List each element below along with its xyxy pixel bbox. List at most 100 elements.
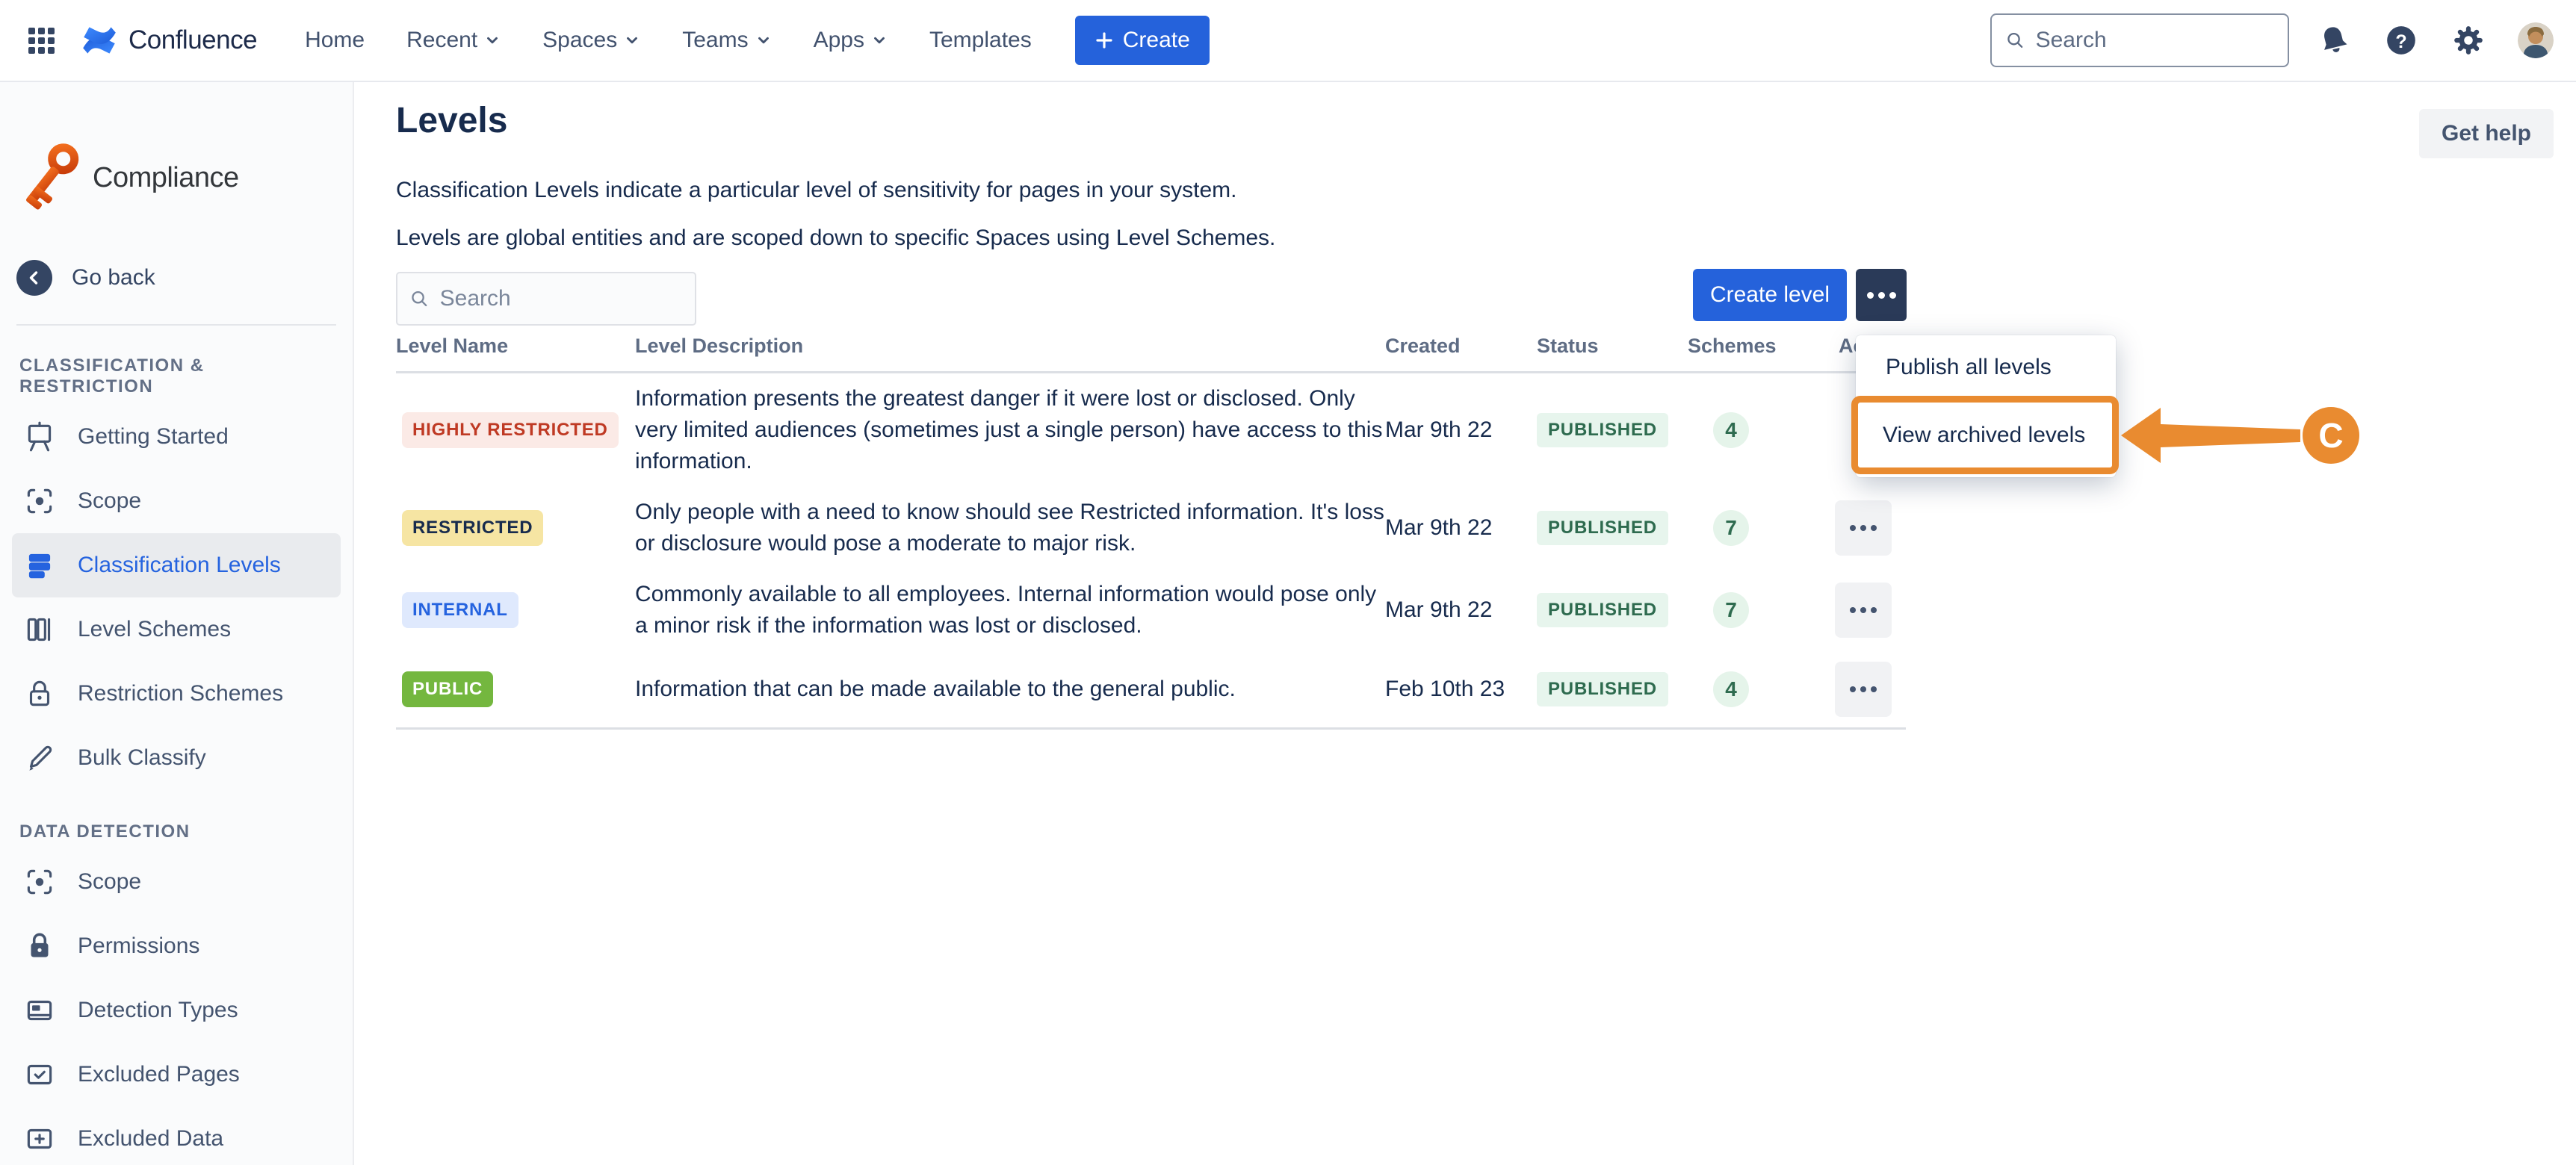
- sidebar-item-permissions[interactable]: Permissions: [12, 914, 341, 978]
- section-title-classification: CLASSIFICATION & RESTRICTION: [19, 355, 205, 397]
- primary-nav: Home Recent Spaces Teams Apps Templates: [305, 28, 1032, 53]
- lock-outline-icon: [22, 677, 57, 711]
- sidebar-item-dd-scope[interactable]: Scope: [12, 850, 341, 914]
- row-actions-button[interactable]: [1835, 662, 1892, 717]
- level-name-badge: HIGHLY RESTRICTED: [402, 412, 619, 448]
- key-icon: [26, 143, 79, 210]
- column-header-schemes: Schemes: [1688, 335, 1777, 357]
- level-name-badge: PUBLIC: [402, 671, 494, 707]
- sidebar-item-level-schemes[interactable]: Level Schemes: [12, 597, 341, 662]
- chevron-down-icon: [874, 37, 885, 44]
- nav-item-home[interactable]: Home: [305, 28, 365, 52]
- chevron-down-icon: [627, 37, 638, 44]
- notifications-bell-icon[interactable]: [2316, 22, 2352, 58]
- status-badge: PUBLISHED: [1537, 413, 1668, 447]
- sidebar-item-scope[interactable]: Scope: [12, 469, 341, 533]
- get-help-button[interactable]: Get help: [2418, 109, 2554, 158]
- create-button[interactable]: Create: [1074, 16, 1210, 65]
- created-date: Mar 9th 22: [1385, 515, 1493, 540]
- nav-item-apps[interactable]: Apps: [814, 28, 888, 53]
- nav-item-spaces[interactable]: Spaces: [542, 28, 640, 53]
- nav-item-recent[interactable]: Recent: [406, 28, 501, 53]
- schemes-count: 4: [1713, 671, 1749, 707]
- lock-filled-icon: [22, 929, 57, 963]
- row-actions-button[interactable]: [1835, 500, 1892, 556]
- pencil-icon: [22, 741, 57, 775]
- svg-text:?: ?: [2395, 31, 2406, 52]
- more-actions-button[interactable]: [1856, 269, 1907, 321]
- table-body: HIGHLY RESTRICTED Information presents t…: [396, 373, 1906, 727]
- sidebar-item-getting-started[interactable]: Getting Started: [12, 405, 341, 469]
- created-date: Mar 9th 22: [1385, 417, 1493, 442]
- level-description: Information presents the greatest danger…: [635, 386, 1383, 473]
- sidebar-item-excluded-pages[interactable]: Excluded Pages: [12, 1043, 341, 1107]
- created-date: Feb 10th 23: [1385, 677, 1505, 701]
- scope-icon: [22, 865, 57, 899]
- global-search-box[interactable]: [1990, 13, 2289, 67]
- column-header-status: Status: [1537, 335, 1599, 357]
- status-badge: PUBLISHED: [1537, 593, 1668, 627]
- global-search-input[interactable]: [2035, 28, 2274, 53]
- settings-gear-icon[interactable]: [2450, 22, 2486, 58]
- sidebar-item-restriction-schemes[interactable]: Restriction Schemes: [12, 662, 341, 726]
- table-row: PUBLIC Information that can be made avai…: [396, 651, 1906, 727]
- app-logo: Compliance: [12, 134, 341, 221]
- card-check-icon: [22, 1057, 57, 1092]
- intro-line-1: Classification Levels indicate a particu…: [396, 178, 1237, 202]
- card-icon: [22, 993, 57, 1028]
- create-level-button[interactable]: Create level: [1693, 269, 1847, 321]
- scope-icon: [22, 484, 57, 518]
- sidebar-divider: [16, 324, 336, 326]
- brand-wordmark: Confluence: [129, 25, 258, 55]
- table-search-box[interactable]: [396, 272, 696, 326]
- intro-line-2: Levels are global entities and are scope…: [396, 226, 1276, 250]
- search-icon: [2007, 32, 2023, 49]
- column-header-created: Created: [1385, 335, 1461, 357]
- table-bottom-divider: [396, 727, 1906, 730]
- level-description: Information that can be made available t…: [635, 677, 1236, 701]
- confluence-logo[interactable]: Confluence: [79, 20, 258, 60]
- menu-item-publish-all-levels[interactable]: Publish all levels: [1886, 355, 2052, 379]
- annotation-arrow-icon: [2121, 408, 2300, 463]
- chevron-down-icon: [758, 37, 769, 44]
- level-name-badge: RESTRICTED: [402, 510, 544, 546]
- chevron-down-icon: [487, 37, 498, 44]
- table-row: INTERNAL Commonly available to all emplo…: [396, 569, 1906, 651]
- confluence-mark-icon: [83, 27, 116, 54]
- created-date: Mar 9th 22: [1385, 597, 1493, 622]
- column-header-level-name: Level Name: [396, 335, 509, 357]
- sidebar-item-detection-types[interactable]: Detection Types: [12, 978, 341, 1043]
- table-header: Level Name Level Description Created Sta…: [0, 335, 2576, 364]
- top-navigation-bar: Confluence Home Recent Spaces Teams Apps…: [0, 0, 2576, 82]
- sidebar-item-classification-levels[interactable]: Classification Levels: [12, 533, 341, 597]
- level-description: Only people with a need to know should s…: [635, 500, 1384, 556]
- table-search-input[interactable]: [439, 286, 683, 311]
- sidebar-item-excluded-data[interactable]: Excluded Data: [12, 1107, 341, 1165]
- go-back-button[interactable]: Go back: [12, 258, 341, 297]
- user-avatar[interactable]: [2518, 22, 2554, 58]
- nav-item-templates[interactable]: Templates: [929, 28, 1032, 52]
- table-row: HIGHLY RESTRICTED Information presents t…: [396, 373, 1906, 487]
- menu-item-view-archived-levels[interactable]: View archived levels: [1851, 396, 2119, 474]
- sidebar-item-bulk-classify[interactable]: Bulk Classify: [12, 726, 341, 790]
- column-header-level-description: Level Description: [635, 335, 804, 357]
- columns-icon: [22, 612, 57, 647]
- row-actions-button[interactable]: [1835, 582, 1892, 638]
- table-header-divider: [396, 371, 1906, 373]
- status-badge: PUBLISHED: [1537, 511, 1668, 545]
- easel-icon: [22, 420, 57, 454]
- card-plus-icon: [22, 1122, 57, 1156]
- section-title-data-detection: DATA DETECTION: [19, 821, 191, 842]
- table-row: RESTRICTED Only people with a need to kn…: [396, 487, 1906, 569]
- plus-icon: [1096, 32, 1112, 49]
- annotation-step-marker: C: [2303, 407, 2359, 464]
- app-name: Compliance: [93, 161, 239, 193]
- help-icon[interactable]: ?: [2383, 22, 2419, 58]
- search-icon: [412, 291, 427, 307]
- status-badge: PUBLISHED: [1537, 672, 1668, 706]
- nav-item-teams[interactable]: Teams: [682, 28, 771, 53]
- schemes-count: 7: [1713, 592, 1749, 628]
- app-switcher-icon[interactable]: [22, 22, 60, 59]
- schemes-count: 7: [1713, 510, 1749, 546]
